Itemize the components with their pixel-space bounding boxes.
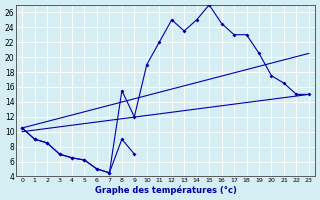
- X-axis label: Graphe des températures (°c): Graphe des températures (°c): [95, 186, 236, 195]
